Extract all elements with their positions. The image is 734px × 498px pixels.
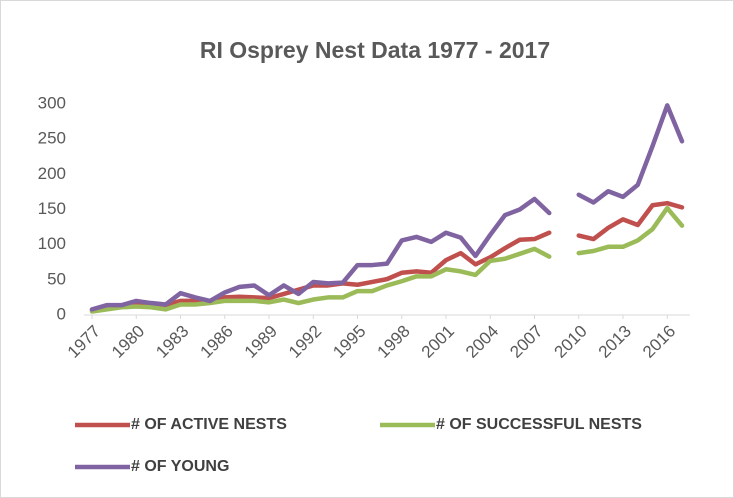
- series-line: [576, 200, 685, 242]
- y-tick-label: 300: [38, 93, 66, 112]
- chart-title: RI Osprey Nest Data 1977 - 2017: [200, 37, 550, 63]
- y-tick-label: 100: [38, 234, 66, 253]
- y-tick-label: 250: [38, 129, 66, 148]
- series-line: [576, 103, 685, 205]
- series-line: [576, 205, 685, 256]
- legend-label: # OF ACTIVE NESTS: [131, 416, 287, 433]
- legend-label: # OF YOUNG: [131, 458, 229, 475]
- y-tick-label: 0: [57, 304, 66, 323]
- series-line: [89, 196, 552, 312]
- y-tick-label: 150: [38, 199, 66, 218]
- series-line: [89, 246, 552, 314]
- y-tick-label: 200: [38, 164, 66, 183]
- legend-label: # OF SUCCESSFUL NESTS: [436, 416, 642, 433]
- y-tick-label: 50: [47, 269, 66, 288]
